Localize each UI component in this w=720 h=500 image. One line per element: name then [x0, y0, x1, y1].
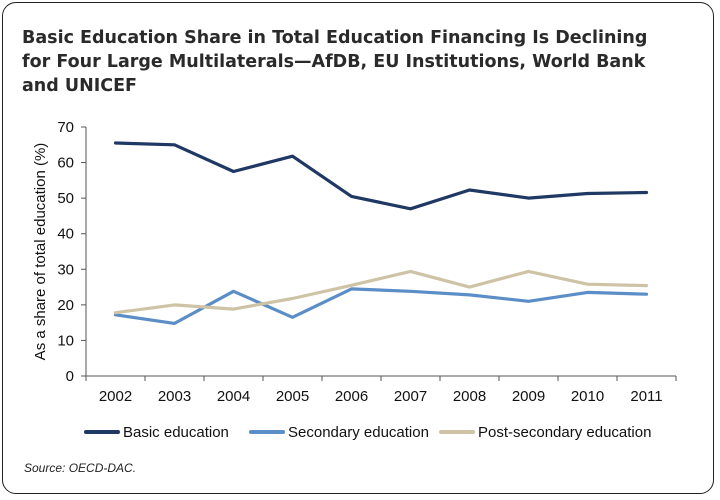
chart-legend: Basic education Secondary education Post-s…: [84, 424, 651, 441]
y-tick-label: 10: [57, 332, 74, 349]
legend-label: Basic education: [123, 424, 229, 441]
chart-axes: 0 10 20 30 40 50 60 70 2002 2003 2004 2005 2006 2007 2…: [32, 119, 677, 405]
series-line: [113, 141, 649, 211]
x-tick-label: 2006: [335, 388, 368, 405]
x-tick-label: 2009: [512, 388, 545, 405]
x-tick-label: 2008: [453, 388, 486, 405]
x-tick-label: 2005: [276, 388, 309, 405]
chart-title: Basic Education Share in Total Education…: [22, 28, 648, 96]
y-tick-label: 20: [57, 297, 74, 314]
chart-frame: [2, 2, 714, 494]
x-tick-label: 2004: [217, 388, 250, 405]
x-tick-label: 2003: [158, 388, 191, 405]
y-axis-title: As a share of total education (%): [32, 143, 49, 361]
series-line: [113, 269, 649, 315]
legend-label: Post-secondary education: [478, 424, 651, 441]
y-tick-label: 50: [57, 190, 74, 207]
x-tick-label: 2010: [571, 388, 604, 405]
y-tick-label: 60: [57, 155, 74, 172]
y-tick-label: 70: [57, 119, 74, 136]
y-tick-label: 30: [57, 261, 74, 278]
y-tick-label: 40: [57, 226, 74, 243]
x-tick-label: 2002: [99, 388, 132, 405]
y-tick-label: 0: [66, 368, 74, 385]
legend-label: Secondary education: [288, 424, 429, 441]
x-tick-label: 2007: [394, 388, 427, 405]
x-tick-label: 2011: [630, 388, 662, 405]
source-note: Source: OECD-DAC.: [24, 461, 137, 475]
chart-lines: [113, 141, 649, 325]
